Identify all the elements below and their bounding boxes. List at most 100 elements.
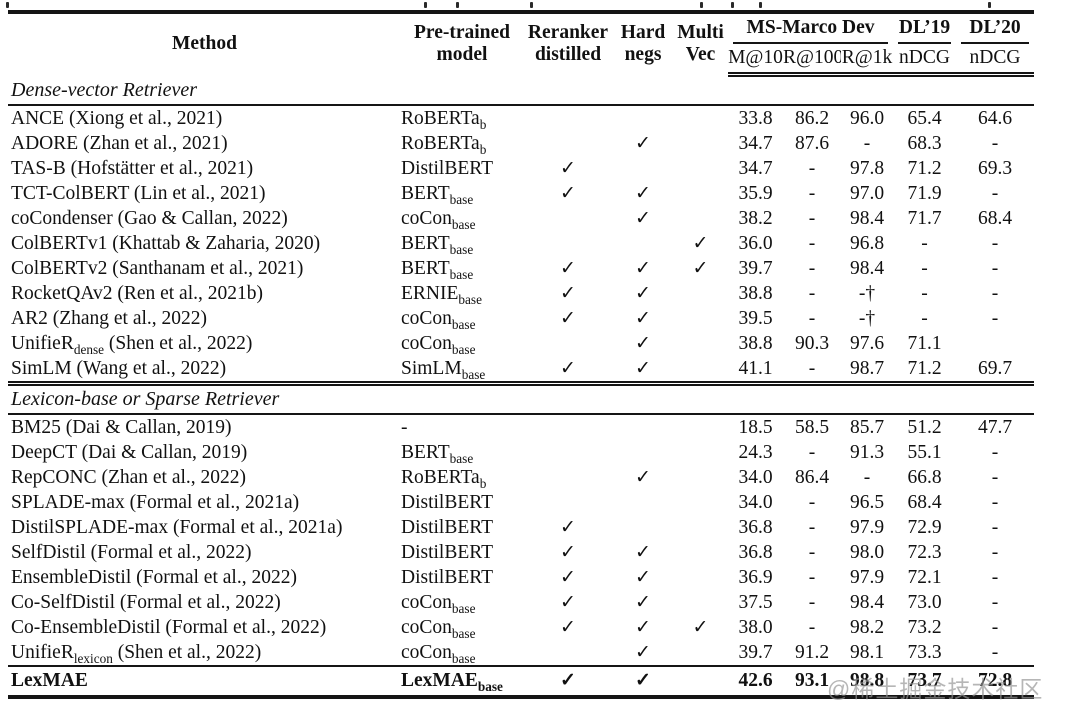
r1k-cell: 97.9 xyxy=(849,566,885,588)
model-cell: BERTbase xyxy=(401,232,474,256)
r1k-cell: 98.4 xyxy=(849,207,885,229)
r1k-cell: 97.6 xyxy=(849,332,885,354)
r1k-cell: 96.0 xyxy=(849,107,885,129)
dl19-cell: - xyxy=(921,307,928,329)
hard-negs-check-cell: ✓ xyxy=(635,541,651,563)
table-row: ANCE (Xiong et al., 2021) RoBERTab 33.8 86.… xyxy=(8,105,1034,131)
model-cell: - xyxy=(401,416,408,438)
section-title: Lexicon-base or Sparse Retriever xyxy=(8,380,1035,415)
multi-vec-check-cell xyxy=(673,664,728,697)
dl20-cell: - xyxy=(991,541,999,563)
dl19-cell: 68.4 xyxy=(907,491,942,513)
model-cell: SimLMbase xyxy=(401,357,486,382)
col-header-method: Method xyxy=(172,33,237,54)
col-header-r100: R@100 xyxy=(783,44,841,77)
multi-vec-check-cell xyxy=(673,565,728,590)
multi-vec-check-cell xyxy=(673,306,728,331)
m10-cell: 18.5 xyxy=(738,416,773,438)
dl19-cell: 71.2 xyxy=(907,357,942,379)
header-row-groups: Method Pre-trained model Reranker distille… xyxy=(8,12,1034,65)
reranker-check-cell xyxy=(523,640,613,666)
method-cell: Co-EnsembleDistil (Formal et al., 2022) xyxy=(11,616,327,638)
table-row: EnsembleDistil (Formal et al., 2022) Dist… xyxy=(8,565,1034,590)
reranker-check-cell: ✓ xyxy=(560,616,576,638)
col-group-dl19: DL’19 xyxy=(893,12,956,44)
col-group-dl20: DL’20 xyxy=(956,12,1034,44)
reranker-check-cell xyxy=(523,131,613,156)
method-cell: RepCONC (Zhan et al., 2022) xyxy=(11,466,247,488)
multi-vec-check-cell xyxy=(673,131,728,156)
caption-fragment xyxy=(424,2,427,8)
method-cell: BM25 (Dai & Callan, 2019) xyxy=(11,416,232,438)
m10-cell: 34.0 xyxy=(738,491,773,513)
col-header-pretrained-line1: Pre-trained xyxy=(413,22,511,43)
table-row: UnifieRdense (Shen et al., 2022) coConbas… xyxy=(8,331,1034,356)
section-title: Dense-vector Retriever xyxy=(8,74,1035,106)
dl19-cell: 73.7 xyxy=(893,664,957,697)
r100-cell: 86.4 xyxy=(794,466,830,488)
reranker-check-cell: ✓ xyxy=(560,357,576,379)
dl19-cell: - xyxy=(921,257,928,279)
m10-cell: 35.9 xyxy=(738,182,773,204)
col-header-ndcg-dl20: nDCG xyxy=(956,44,1035,77)
multi-vec-check-cell xyxy=(673,590,728,615)
r1k-cell: - xyxy=(863,466,871,488)
table-row: TAS-B (Hofstätter et al., 2021) DistilBER… xyxy=(8,156,1034,181)
model-cell: DistilBERT xyxy=(401,491,494,513)
model-cell: DistilBERT xyxy=(401,541,494,563)
dl19-cell: 73.3 xyxy=(907,641,942,663)
dl19-cell: 72.9 xyxy=(907,516,942,538)
r1k-cell: 97.0 xyxy=(849,182,885,204)
multi-vec-check-cell: ✓ xyxy=(692,616,709,638)
r100-cell: - xyxy=(808,257,816,279)
r100-cell: - xyxy=(808,566,816,588)
multi-vec-check-cell xyxy=(673,206,728,231)
r1k-cell: 98.8 xyxy=(841,664,894,697)
m10-cell: 38.0 xyxy=(738,616,773,638)
col-group-msmarco-dev: MS-Marco Dev xyxy=(728,12,893,44)
reranker-check-cell xyxy=(523,105,613,131)
hard-negs-check-cell xyxy=(613,105,673,131)
model-cell: DistilBERT xyxy=(401,157,494,179)
model-cell: LexMAEbase xyxy=(401,664,523,697)
method-cell: UnifieRdense (Shen et al., 2022) xyxy=(11,332,253,356)
method-cell: ANCE (Xiong et al., 2021) xyxy=(11,107,223,129)
table-row: LexMAE LexMAEbase ✓ ✓ 42.6 93.1 98.8 73.7 72.8 xyxy=(8,664,1035,697)
hard-negs-check-cell: ✓ xyxy=(613,664,673,697)
table-row: AR2 (Zhang et al., 2022) coConbase ✓ ✓ 39.5 -… xyxy=(8,306,1034,331)
m10-cell: 37.5 xyxy=(738,591,773,613)
m10-cell: 34.7 xyxy=(738,132,773,154)
header-row-metrics: M@10 R@100 R@1k nDCG nDCG xyxy=(8,44,1035,77)
dl20-cell: - xyxy=(991,616,999,638)
dl20-cell: 68.4 xyxy=(977,207,1013,229)
m10-cell: 36.8 xyxy=(738,541,773,563)
hard-negs-check-cell: ✓ xyxy=(635,466,651,488)
col-header-hard-line2: negs xyxy=(624,44,662,65)
model-cell: coConbase xyxy=(401,591,476,615)
caption-fragment xyxy=(759,2,762,8)
r100-cell: - xyxy=(808,357,816,379)
multi-vec-check-cell xyxy=(673,515,728,540)
hard-negs-check-cell: ✓ xyxy=(635,282,651,304)
multi-vec-check-cell xyxy=(673,640,728,666)
model-cell: coConbase xyxy=(401,307,476,331)
col-group-dl19-label: DL’19 xyxy=(898,16,952,44)
reranker-check-cell xyxy=(523,331,613,356)
dl20-cell: - xyxy=(991,591,999,613)
caption-fragment xyxy=(530,2,533,8)
r100-cell: - xyxy=(808,157,816,179)
dl19-cell: 71.2 xyxy=(907,157,942,179)
col-header-ndcg-dl19: nDCG xyxy=(893,44,957,77)
r100-cell: 86.2 xyxy=(794,107,830,129)
hard-negs-check-cell: ✓ xyxy=(635,566,651,588)
multi-vec-check-cell xyxy=(673,331,728,356)
r100-cell: 58.5 xyxy=(794,416,830,438)
r100-cell: - xyxy=(808,232,816,254)
dl19-cell: 66.8 xyxy=(907,466,942,488)
r100-cell: - xyxy=(808,541,816,563)
dl20-cell xyxy=(956,331,1034,356)
method-cell: UnifieRlexicon (Shen et al., 2022) xyxy=(11,641,262,666)
m10-cell: 38.8 xyxy=(738,282,773,304)
hard-negs-check-cell: ✓ xyxy=(635,591,651,613)
dl19-cell: 72.1 xyxy=(907,566,942,588)
